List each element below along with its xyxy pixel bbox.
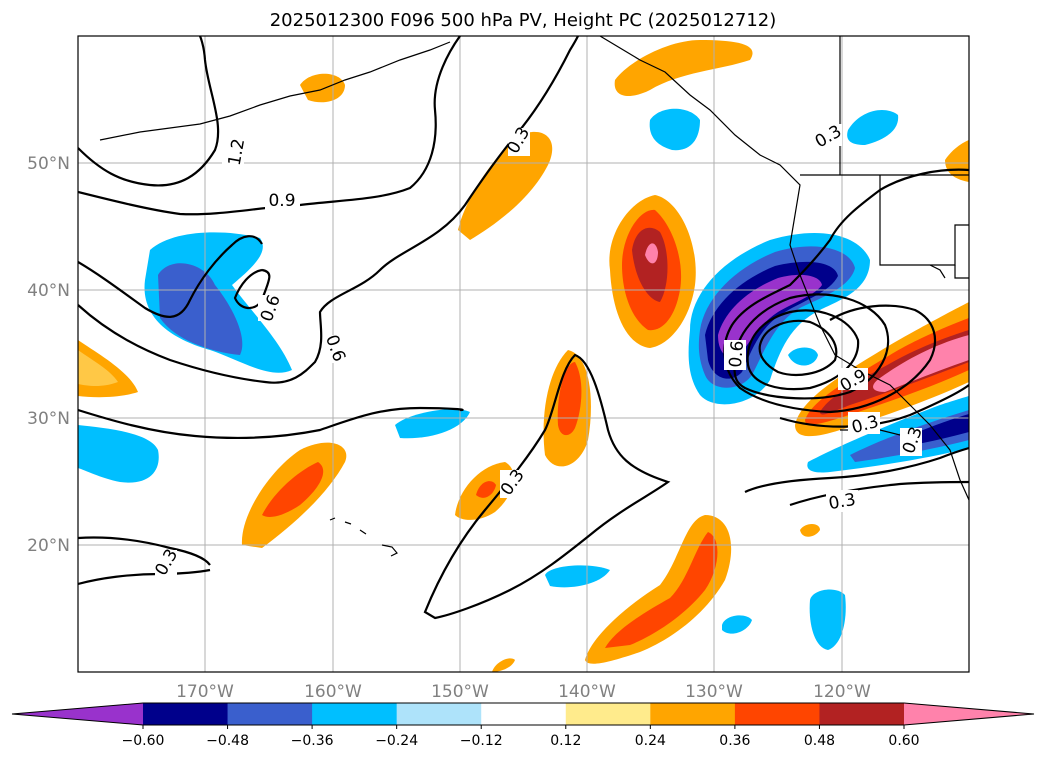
lon-tick-label: 170°W [176, 682, 234, 702]
colorbar-tick-label: −0.36 [291, 733, 334, 749]
lon-tick-label: 150°W [431, 682, 489, 702]
colorbar-segment [12, 703, 143, 725]
colorbar-tick-label: −0.48 [206, 733, 249, 749]
lat-tick-label: 30°N [27, 409, 70, 429]
negative-pv-anomaly-west-core [158, 263, 243, 355]
colorbar-tick-label: 0.60 [888, 733, 919, 749]
colorbar-tick-label: 0.36 [719, 733, 750, 749]
colorbar-tick-label: −0.12 [460, 733, 503, 749]
negative-pv-anomaly-southeast [807, 396, 969, 473]
negative-pv-anomaly-gulf-of-alaska [649, 108, 700, 151]
longitude-labels: 170°W 160°W 150°W 140°W 130°W 120°W [176, 682, 871, 702]
colorbar-segment [396, 703, 482, 725]
colorbar-segment [481, 703, 567, 725]
coastlines [99, 36, 969, 557]
colorbar-segment [227, 703, 313, 725]
colorbar-tick-label: 0.12 [550, 733, 581, 749]
negative-pv-anomaly-150w [395, 409, 470, 439]
positive-pv-anomaly-150w [458, 131, 553, 240]
positive-pv-anomaly-aleutian [300, 73, 345, 103]
colorbar-segment [819, 703, 905, 725]
map-frame [77, 35, 970, 673]
colorbar-segment [565, 703, 651, 725]
contour-label: 0.3 [827, 490, 857, 514]
positive-pv-anomaly-gulf-of-alaska [614, 40, 753, 96]
negative-pv-anomaly-southwest [78, 425, 159, 483]
positive-pv-anomaly-130w-south [585, 515, 732, 664]
lat-tick-label: 20°N [27, 536, 70, 556]
lon-tick-label: 140°W [558, 682, 616, 702]
colorbar-segment [734, 703, 820, 725]
lon-tick-label: 160°W [304, 682, 362, 702]
colorbar: −0.60 −0.48 −0.36 −0.24 −0.12 0.12 0.24 0.36 0.4… [11, 702, 1035, 749]
colorbar-tick-label: 0.48 [804, 733, 835, 749]
map-plot-area: 1.2 0.9 0.6 0.6 0.3 0.3 0.3 0.3 0.3 0.3 … [78, 36, 969, 672]
colorbar-segment [143, 703, 229, 725]
lon-tick-label: 120°W [813, 682, 871, 702]
lat-tick-label: 50°N [27, 154, 70, 174]
colorbar-segment [904, 703, 1034, 725]
colorbar-segment [650, 703, 736, 725]
colorbar-tick-label: −0.24 [375, 733, 418, 749]
latitude-labels: 20°N 30°N 40°N 50°N [27, 154, 70, 556]
height-contours [78, 36, 969, 620]
contour-label: 0.9 [268, 191, 295, 211]
lon-tick-label: 130°W [685, 682, 743, 702]
contour-label: 1.2 [225, 137, 249, 167]
contour-label: 0.6 [726, 340, 748, 369]
colorbar-segment [312, 703, 398, 725]
negative-pv-anomaly-130w-south [545, 565, 610, 588]
contour-labels: 1.2 0.9 0.6 0.6 0.3 0.3 0.3 0.3 0.3 0.3 … [151, 121, 927, 579]
lat-tick-label: 40°N [27, 281, 70, 301]
negative-pv-anomaly-bc [847, 110, 899, 145]
colorbar-tick-label: −0.60 [122, 733, 165, 749]
chart-title: 2025012300 F096 500 hPa PV, Height PC (2… [270, 10, 777, 31]
colorbar-tick-label: 0.24 [635, 733, 666, 749]
negative-pv-anomaly-120w-south [809, 589, 846, 650]
